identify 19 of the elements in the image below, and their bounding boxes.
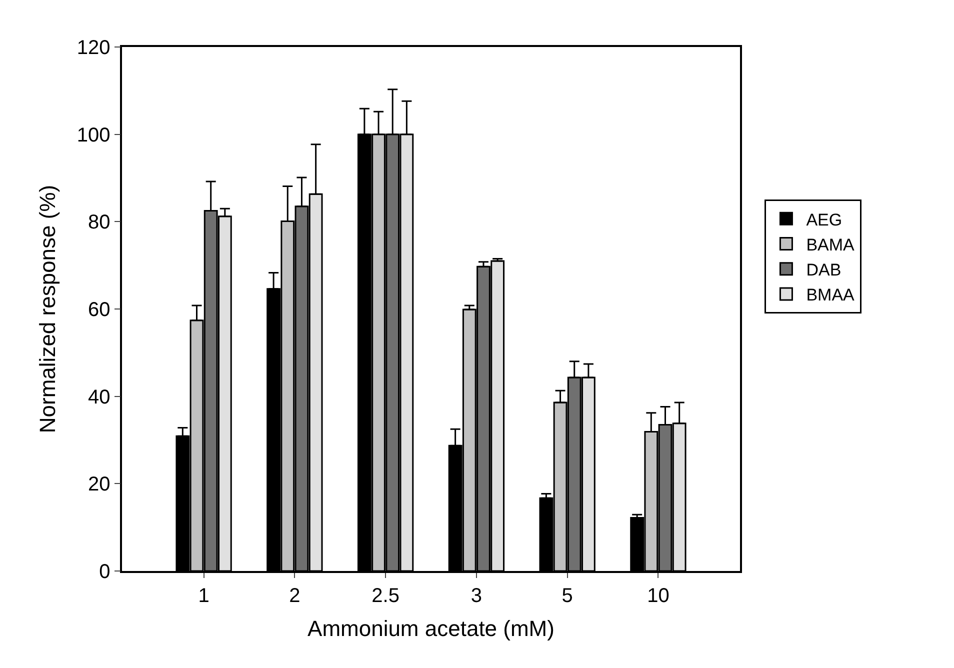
x-axis-title: Ammonium acetate (mM) xyxy=(308,616,554,642)
y-tick-label: 100 xyxy=(76,124,110,146)
y-tick-label: 120 xyxy=(76,37,110,59)
x-tick-label: 10 xyxy=(647,584,670,607)
legend-label: BAMA xyxy=(806,235,856,254)
y-tick-label: 60 xyxy=(88,299,110,321)
y-tick-label: 20 xyxy=(88,474,110,496)
legend-label: DAB xyxy=(806,260,842,280)
y-tick-label: 80 xyxy=(88,212,110,234)
x-tick-label: 2.5 xyxy=(372,584,400,607)
legend-label: BMAA xyxy=(806,286,856,305)
x-tick-label: 3 xyxy=(470,584,482,607)
y-tick-label: 40 xyxy=(88,386,110,408)
y-tick-label: 0 xyxy=(99,561,110,583)
y-axis-title: Normalized response (%) xyxy=(35,184,60,434)
x-tick-label: 5 xyxy=(562,584,573,607)
legend-label: AEG xyxy=(806,210,842,230)
x-tick-label: 1 xyxy=(198,584,210,607)
x-tick-label: 2 xyxy=(289,584,300,607)
